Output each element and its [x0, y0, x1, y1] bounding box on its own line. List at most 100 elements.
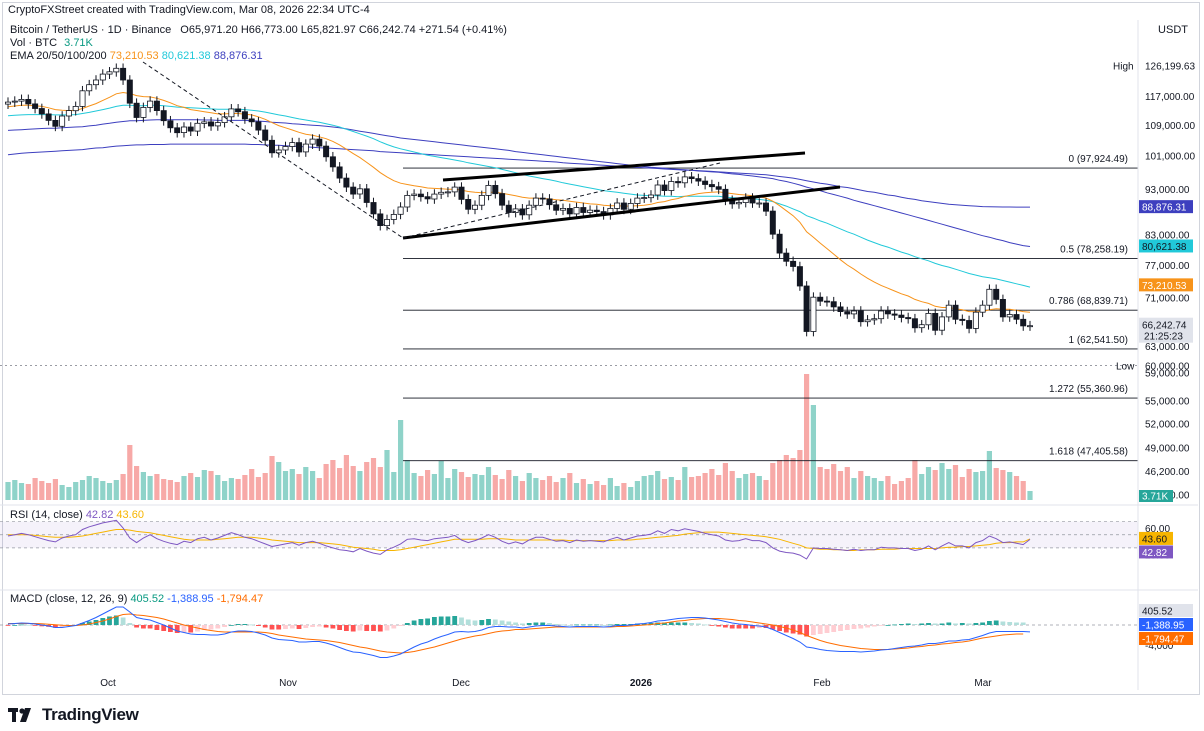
volume-label: Vol · BTC [10, 37, 58, 49]
symbol-title: Bitcoin / TetherUS · 1D · Binance [10, 24, 172, 36]
creator-line: CryptoFXStreet created with TradingView.… [8, 4, 370, 16]
volume-bar [553, 482, 559, 500]
volume-bar [912, 460, 918, 500]
volume-bar [93, 478, 99, 500]
price-chart[interactable]: 0 (97,924.49) 0.5 (78,258.19) 0.786 (68,83… [0, 0, 1204, 700]
macd-hist-bar [113, 615, 119, 625]
candle-body [925, 312, 932, 326]
macd-hist-bar [736, 625, 742, 629]
macd-hist-bar [499, 620, 505, 625]
ema200-line [7, 143, 1030, 208]
candle-body [255, 121, 262, 131]
rsi-legend[interactable]: RSI (14, close) 42.82 43.60 [10, 509, 144, 522]
volume-bar [722, 463, 728, 500]
macd-hist-bar [330, 625, 336, 629]
macd-hist-bar [526, 623, 532, 625]
volume-bar [120, 474, 126, 500]
volume-bar [452, 469, 458, 500]
volume-bar [431, 474, 437, 500]
macd-hist-bar [262, 625, 268, 628]
rsi-value: 42.82 [85, 509, 114, 521]
macd-hist-bar [905, 623, 911, 625]
volume-bar [668, 477, 674, 500]
volume-bar [343, 455, 349, 500]
macd-hist-bar [316, 625, 322, 627]
macd-hist-bar [161, 625, 167, 631]
logo-text: TradingView [42, 705, 139, 724]
low-label: Low [1116, 362, 1135, 373]
volume-bar [824, 469, 830, 500]
ema-legend[interactable]: EMA 20/50/100/200 73,210.53 80,621.38 88… [10, 50, 263, 63]
volume-bar [709, 469, 715, 500]
macd-hist-bar [662, 622, 667, 625]
candle-body [397, 206, 404, 215]
volume-bar [485, 467, 492, 500]
candle-body [438, 191, 445, 195]
candle-body [837, 306, 844, 312]
macd-hist-bar [147, 625, 153, 629]
macd-hist-bar [709, 625, 715, 626]
candle-body [417, 193, 424, 198]
volume-bar [1013, 476, 1020, 500]
macd-hist-bar [817, 625, 823, 634]
time-tick-label: Nov [279, 678, 297, 689]
macd-hist-bar [188, 625, 194, 633]
macd-hist-bar [959, 623, 965, 625]
macd-hist-bar [344, 625, 349, 631]
volume-bar [736, 478, 742, 500]
macd-hist-bar [86, 621, 92, 625]
macd-hist-bar [993, 620, 999, 625]
volume-bar [323, 464, 329, 500]
volume-bar [898, 481, 904, 500]
volume-bar [655, 471, 661, 500]
macd-hist-bar [141, 625, 146, 629]
macd-hist-bar [242, 624, 248, 625]
candle-body [336, 166, 343, 179]
volume-bar [533, 478, 539, 500]
symbol-legend[interactable]: Bitcoin / TetherUS · 1D · Binance O65,97… [10, 24, 507, 37]
swing-line-up [402, 162, 721, 239]
price-tick-label: 109,000.00 [1145, 121, 1195, 132]
price-tick-label: 71,000.00 [1145, 294, 1190, 305]
volume-bar [174, 482, 180, 500]
candle-body [363, 188, 370, 203]
macd-hist-bar [729, 625, 735, 629]
rsi-tag-label: 42.82 [1142, 548, 1167, 559]
volume-bar [228, 478, 234, 500]
candle-body [248, 118, 255, 123]
macd-hist-bar [215, 625, 221, 629]
candle-body [1006, 314, 1013, 318]
macd-hist-bar [492, 619, 498, 625]
swing-line-down [142, 61, 404, 239]
macd-hist-bar [391, 625, 397, 629]
ema-label: EMA 20/50/100/200 [10, 50, 107, 62]
volume-bar [628, 487, 634, 500]
candle-body [499, 193, 506, 206]
macd-hist-bar [770, 625, 776, 630]
volume-legend[interactable]: Vol · BTC 3.71K [10, 37, 93, 50]
candle-body [952, 304, 959, 320]
macd-legend[interactable]: MACD (close, 12, 26, 9) 405.52 -1,388.95… [10, 593, 263, 606]
candle-body [153, 100, 160, 111]
macd-tick-label: -4,000 [1145, 641, 1174, 652]
high-value: 126,199.63 [1145, 62, 1195, 73]
volume-bar [607, 478, 613, 500]
volume-bar [986, 451, 992, 500]
candle-body [648, 194, 655, 199]
macd-hist-bar [851, 625, 857, 629]
tradingview-logo: TradingView [8, 705, 139, 725]
volume-bar [952, 465, 959, 500]
candle-body [708, 184, 715, 188]
volume-bar [479, 475, 485, 500]
volume-bar [695, 476, 701, 500]
macd-hist-bar [580, 624, 586, 626]
macd-hist-bar [506, 621, 512, 625]
price-tag-label: 73,210.53 [1142, 281, 1187, 292]
volume-bar [161, 479, 167, 500]
macd-hist-bar [567, 625, 573, 626]
macd-hist-bar [614, 624, 620, 625]
candle-body [478, 194, 485, 206]
volume-bar [743, 474, 749, 500]
candle-body [803, 285, 810, 332]
currency-label: USDT [1158, 24, 1188, 36]
